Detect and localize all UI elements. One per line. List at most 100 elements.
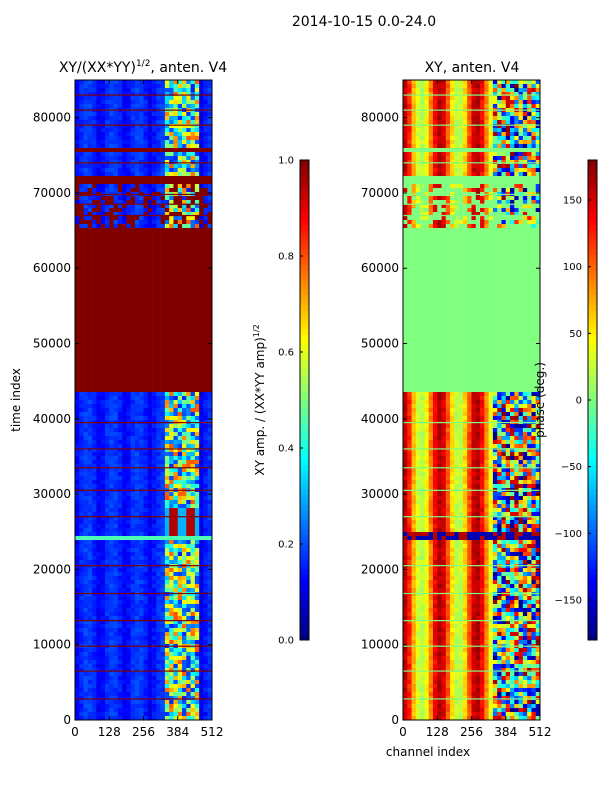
amplitude-cell xyxy=(190,340,196,344)
amplitude-cell xyxy=(122,500,127,504)
amplitude-cell xyxy=(117,292,123,296)
amplitude-cell xyxy=(203,680,209,684)
amplitude-cell xyxy=(130,96,136,100)
amplitude-cell xyxy=(190,552,196,556)
amplitude-cell xyxy=(177,596,183,600)
amplitude-cell xyxy=(122,464,127,468)
amplitude-cell xyxy=(160,200,166,204)
amplitude-cell xyxy=(143,148,149,152)
amplitude-cell xyxy=(113,156,119,160)
amplitude-cell xyxy=(104,300,110,304)
amplitude-cell xyxy=(117,580,123,584)
amplitude-cell xyxy=(87,368,93,372)
amplitude-cell xyxy=(96,632,101,636)
amplitude-cell xyxy=(134,196,140,200)
amplitude-cell xyxy=(182,668,187,672)
amplitude-cell xyxy=(173,408,179,412)
amplitude-cell xyxy=(207,148,213,152)
amplitude-cell xyxy=(152,472,157,476)
amplitude-cell xyxy=(169,608,174,612)
amplitude-cell xyxy=(117,352,123,356)
amplitude-cell xyxy=(164,688,170,692)
amplitude-cell xyxy=(104,660,110,664)
amplitude-cell xyxy=(100,652,106,656)
amplitude-cell xyxy=(122,616,127,620)
amplitude-cell xyxy=(92,264,97,268)
amplitude-cell xyxy=(186,80,191,84)
amplitude-cell xyxy=(199,212,204,216)
amplitude-cell xyxy=(152,312,157,316)
amplitude-cell xyxy=(130,344,136,348)
amplitude-cell xyxy=(113,324,119,328)
amplitude-cell xyxy=(169,552,174,556)
amplitude-cell xyxy=(199,584,204,588)
amplitude-cell xyxy=(186,624,191,628)
amplitude-cell xyxy=(79,188,84,192)
amplitude-cell xyxy=(177,560,183,564)
amplitude-cell xyxy=(152,180,157,184)
amplitude-cell xyxy=(75,528,80,532)
amplitude-cell xyxy=(126,152,131,156)
amplitude-cell xyxy=(169,448,174,452)
amplitude-cell xyxy=(139,432,144,436)
amplitude-cell xyxy=(100,212,106,216)
amplitude-cell xyxy=(207,640,213,644)
amplitude-cell xyxy=(194,656,200,660)
amplitude-cell xyxy=(75,516,80,520)
amplitude-cell xyxy=(122,200,127,204)
amplitude-cell xyxy=(147,380,153,384)
amplitude-cell xyxy=(177,396,183,400)
amplitude-cell xyxy=(87,504,93,508)
amplitude-cell xyxy=(139,456,144,460)
amplitude-cell xyxy=(160,408,166,412)
amplitude-cell xyxy=(92,156,97,160)
amplitude-cell xyxy=(126,656,131,660)
amplitude-cell xyxy=(130,476,136,480)
amplitude-cell xyxy=(143,168,149,172)
amplitude-cell xyxy=(113,312,119,316)
amplitude-cell xyxy=(177,120,183,124)
amplitude-cell xyxy=(75,684,80,688)
amplitude-cell xyxy=(139,388,144,392)
amplitude-cell xyxy=(130,512,136,516)
amplitude-cell xyxy=(113,556,119,560)
amplitude-cell xyxy=(117,328,123,332)
amplitude-cell xyxy=(92,404,97,408)
amplitude-cell xyxy=(207,676,213,680)
amplitude-cell xyxy=(143,352,149,356)
amplitude-cell xyxy=(126,220,131,224)
amplitude-cell xyxy=(79,528,84,532)
amplitude-cell xyxy=(113,692,119,696)
amplitude-cell xyxy=(87,652,93,656)
amplitude-cell xyxy=(199,116,204,120)
amplitude-cell xyxy=(160,696,166,700)
amplitude-cell xyxy=(92,456,97,460)
amplitude-cell xyxy=(203,548,209,552)
amplitude-cell xyxy=(79,684,84,688)
amplitude-cell xyxy=(186,180,191,184)
amplitude-cell xyxy=(87,624,93,628)
amplitude-cell xyxy=(139,696,144,700)
amplitude-cell xyxy=(96,344,101,348)
amplitude-cell xyxy=(173,292,179,296)
amplitude-cell xyxy=(207,476,213,480)
amplitude-cell xyxy=(203,560,209,564)
amplitude-cell xyxy=(186,268,191,272)
amplitude-cell xyxy=(113,172,119,176)
amplitude-cell xyxy=(207,120,213,124)
amplitude-cell xyxy=(126,304,131,308)
amplitude-cell xyxy=(117,532,123,536)
amplitude-cell xyxy=(164,148,170,152)
amplitude-cell xyxy=(130,404,136,408)
amplitude-cell xyxy=(122,120,127,124)
amplitude-cell xyxy=(207,356,213,360)
amplitude-cell xyxy=(186,540,191,544)
amplitude-cell xyxy=(83,308,89,312)
amplitude-cell xyxy=(96,576,101,580)
amplitude-cell xyxy=(173,512,179,516)
amplitude-cell xyxy=(164,180,170,184)
amplitude-cell xyxy=(186,156,191,160)
amplitude-cell xyxy=(96,656,101,660)
amplitude-cell xyxy=(134,272,140,276)
amplitude-cell xyxy=(207,84,213,88)
